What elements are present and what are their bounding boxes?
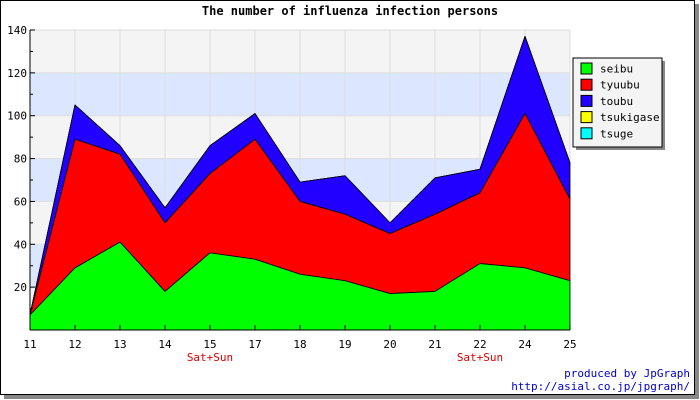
x-tick-label: 21 bbox=[428, 338, 441, 351]
legend-label-seibu: seibu bbox=[600, 63, 633, 76]
y-tick-label: 60 bbox=[14, 195, 27, 208]
x-tick-label: 19 bbox=[338, 338, 351, 351]
credit-line-2[interactable]: http://asial.co.jp/jpgraph/ bbox=[511, 380, 690, 393]
x-tick-label: 20 bbox=[383, 338, 396, 351]
y-tick-label: 100 bbox=[7, 110, 27, 123]
y-tick-label: 20 bbox=[14, 281, 27, 294]
legend-label-toubu: toubu bbox=[600, 95, 633, 108]
area-series bbox=[29, 36, 571, 331]
weekend-label: Sat+Sun bbox=[187, 351, 233, 364]
legend-swatch-tsukigase bbox=[580, 111, 593, 124]
weekend-label: Sat+Sun bbox=[457, 351, 503, 364]
chart-title: The number of influenza infection person… bbox=[202, 4, 498, 18]
legend: seibu tyuubu toubu tsukigase tsuge bbox=[572, 57, 665, 150]
weekend-labels: Sat+Sun Sat+Sun bbox=[187, 351, 503, 364]
credit-line-1: produced by JpGraph bbox=[564, 367, 690, 380]
y-tick-label: 120 bbox=[7, 67, 27, 80]
x-tick-label: 25 bbox=[563, 338, 576, 351]
x-tick-label: 14 bbox=[158, 338, 172, 351]
legend-label-tyuubu: tyuubu bbox=[600, 79, 640, 92]
x-tick-label: 15 bbox=[203, 338, 216, 351]
y-tick-label: 140 bbox=[7, 24, 27, 37]
y-axis-ticks: 20 40 60 80 100 120 140 bbox=[7, 24, 35, 310]
legend-label-tsuge: tsuge bbox=[600, 127, 633, 140]
x-tick-label: 13 bbox=[113, 338, 126, 351]
x-tick-label: 24 bbox=[518, 338, 532, 351]
legend-swatch-tyuubu bbox=[580, 78, 593, 91]
legend-swatch-seibu bbox=[580, 62, 593, 75]
x-tick-label: 12 bbox=[68, 338, 81, 351]
legend-swatch-toubu bbox=[580, 94, 593, 107]
x-tick-label: 11 bbox=[23, 338, 36, 351]
x-axis-ticks: 11 12 13 14 15 17 18 19 20 21 22 24 25 bbox=[23, 325, 577, 351]
x-tick-label: 22 bbox=[473, 338, 486, 351]
y-tick-label: 80 bbox=[14, 153, 27, 166]
y-tick-label: 40 bbox=[14, 238, 27, 251]
legend-label-tsukigase: tsukigase bbox=[600, 111, 660, 124]
x-tick-label: 17 bbox=[248, 338, 261, 351]
x-tick-label: 18 bbox=[293, 338, 306, 351]
legend-swatch-tsuge bbox=[580, 127, 593, 140]
